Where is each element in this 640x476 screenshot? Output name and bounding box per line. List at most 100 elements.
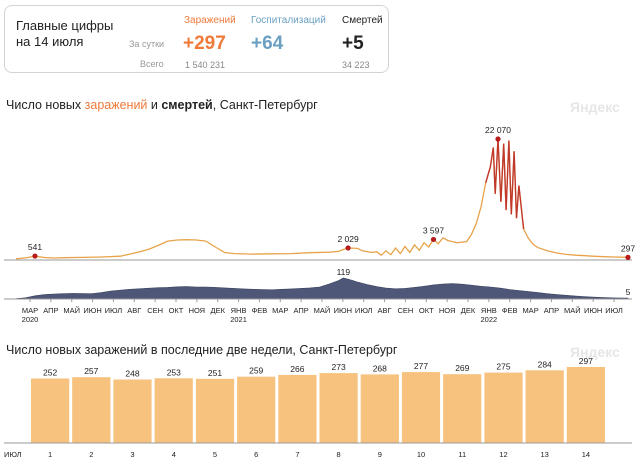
bar-category-label: 11 <box>458 450 466 459</box>
month-label: МАР <box>22 306 38 315</box>
infections-marker <box>345 245 351 251</box>
infections-today: +297 <box>183 33 226 54</box>
chart1-title-deaths: смертей <box>161 98 213 112</box>
month-label: ОКТ <box>419 306 434 315</box>
total-label: Всего <box>140 59 164 69</box>
infections-line-chart: 541 2 029 3 597 22 070 297 <box>4 125 635 261</box>
month-label: ИЮН <box>584 306 602 315</box>
month-label: СЕН <box>398 306 414 315</box>
bar-value-label: 252 <box>43 368 57 378</box>
month-label: МАЙ <box>63 306 80 315</box>
chart1-title-suffix: , Санкт-Петербург <box>212 98 318 112</box>
month-label: ЯНВ <box>231 306 247 315</box>
bar-value-label: 275 <box>496 362 510 372</box>
infections-label: Заражений <box>184 15 236 26</box>
bar-value-label: 251 <box>208 368 222 378</box>
bar <box>154 378 193 443</box>
deaths-today: +5 <box>342 33 364 54</box>
chart1-title: Число новых заражений и смертей, Санкт-П… <box>6 98 318 112</box>
infections-marker <box>32 253 38 259</box>
infections-label: 3 597 <box>423 225 445 235</box>
bar-category-label: 6 <box>254 450 258 459</box>
bar <box>443 374 482 443</box>
bar <box>72 377 111 443</box>
bar <box>31 378 70 443</box>
bar-value-label: 297 <box>579 356 593 366</box>
bar-value-label: 259 <box>249 366 263 376</box>
bar-category-label: 7 <box>295 450 299 459</box>
bar-value-label: 268 <box>373 363 387 373</box>
bar-category-label: 9 <box>378 450 382 459</box>
year-label: 2021 <box>230 315 247 324</box>
month-label: ФЕВ <box>252 306 268 315</box>
bar-value-label: 284 <box>538 359 552 369</box>
deaths-label: 5 <box>626 287 631 297</box>
chart1-title-mid: и <box>147 98 162 112</box>
bar <box>360 374 399 443</box>
bar-category-label: 12 <box>499 450 507 459</box>
bar-value-label: 273 <box>332 362 346 372</box>
infections-label: 541 <box>28 242 42 252</box>
summary-title: Главные цифры на 14 июля <box>16 18 126 50</box>
yandex-logo-bottom: Яндекс <box>570 344 620 360</box>
month-label: АПР <box>544 306 559 315</box>
infections-marker <box>625 254 631 260</box>
month-label: ДЕК <box>461 306 476 315</box>
month-label: ИЮЛ <box>605 306 623 315</box>
bar <box>319 373 358 443</box>
infections-label: 297 <box>621 243 635 253</box>
bar-category-label: 5 <box>213 450 217 459</box>
year-label: 2022 <box>481 315 498 324</box>
year-label: 2020 <box>22 315 39 324</box>
bar-category-label: 2 <box>89 450 93 459</box>
month-label: АПР <box>43 306 58 315</box>
bars-x-axis-label: ИЮЛ <box>4 450 22 459</box>
month-label: ИЮЛ <box>355 306 373 315</box>
yandex-logo-top: Яндекс <box>570 99 620 115</box>
two-week-bar-chart: 252 1 257 2 248 3 253 4 251 5 259 6 266 7 273 8 268 9 277 1… <box>4 356 632 459</box>
month-label: СЕН <box>147 306 163 315</box>
bar <box>113 379 152 443</box>
infections-marker <box>495 136 501 142</box>
month-label: АПР <box>293 306 308 315</box>
bar-category-label: 10 <box>417 450 425 459</box>
deaths-label: Смертей <box>342 15 383 26</box>
month-label: ЯНВ <box>481 306 497 315</box>
summary-card: Главные цифры на 14 июля За сутки Всего … <box>4 5 389 73</box>
month-label: МАР <box>272 306 288 315</box>
infections-marker <box>430 236 437 243</box>
bar <box>525 370 564 443</box>
bar-value-label: 253 <box>167 367 181 377</box>
deaths-series-area <box>15 277 629 300</box>
month-label: ИЮН <box>334 306 352 315</box>
month-label: МАР <box>522 306 538 315</box>
month-label: АВГ <box>378 306 392 315</box>
hospitalizations-label: Госпитализаций <box>251 15 326 26</box>
infections-total: 1 540 231 <box>185 60 226 70</box>
bar-category-label: 8 <box>337 450 341 459</box>
month-label: МАЙ <box>314 306 331 315</box>
summary-title-line1: Главные цифры <box>16 18 114 33</box>
chart1-title-prefix: Число новых <box>6 98 85 112</box>
bar-category-label: 4 <box>172 450 176 459</box>
month-label: АВГ <box>127 306 141 315</box>
bar-category-label: 13 <box>541 450 549 459</box>
month-label: НОЯ <box>189 306 206 315</box>
deaths-label: 119 <box>337 267 351 277</box>
infections-peak-line <box>485 138 525 230</box>
chart1-title-infections: заражений <box>84 98 148 112</box>
chart2-title: Число новых заражений в последние две не… <box>6 343 398 357</box>
month-label: МАЙ <box>564 306 581 315</box>
bar-category-label: 14 <box>582 450 590 459</box>
summary-title-line2: на 14 июля <box>16 34 84 49</box>
infections-label: 22 070 <box>485 125 511 135</box>
bar-category-label: 1 <box>48 450 52 459</box>
month-label: ФЕВ <box>502 306 518 315</box>
month-label: ИЮЛ <box>105 306 123 315</box>
infections-label: 2 029 <box>337 234 359 244</box>
month-label: ОКТ <box>169 306 184 315</box>
bar-value-label: 257 <box>84 366 98 376</box>
bar <box>195 378 235 443</box>
deaths-total: 34 223 <box>342 60 370 70</box>
